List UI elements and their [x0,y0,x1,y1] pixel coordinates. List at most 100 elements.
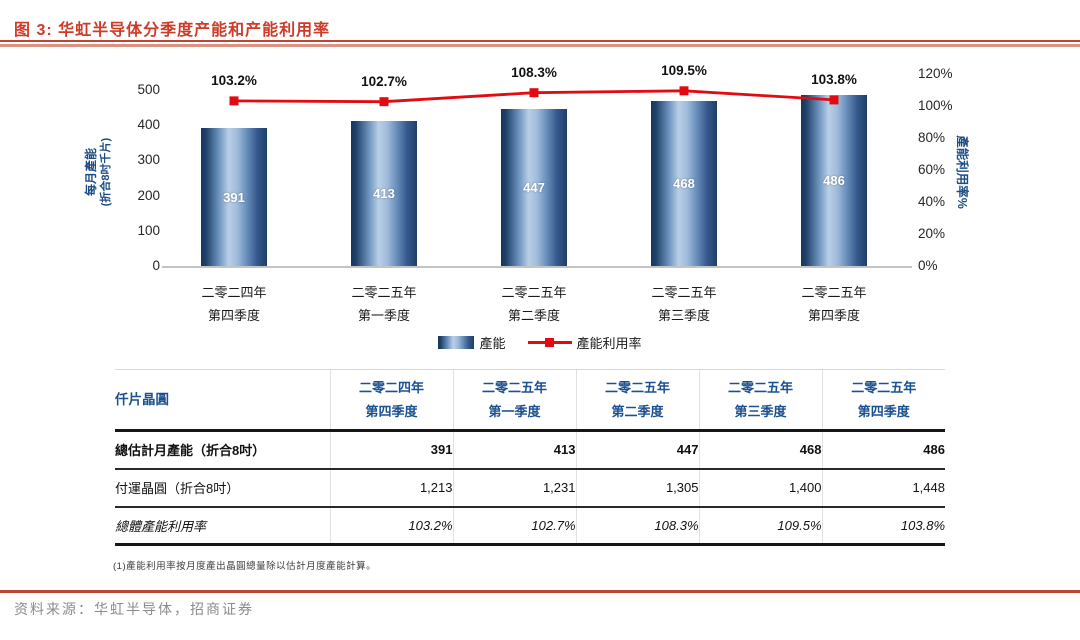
col-header-line1: 二零二五年 [604,379,670,395]
bar-value-label: 413 [373,185,395,201]
capacity-bar: 486 [801,94,867,266]
capacity-bar: 468 [651,101,717,266]
capacity-bar: 413 [351,120,417,266]
x-axis-label: 二零二五年 第一季度 [309,281,459,327]
table-cell: 413 [452,430,576,470]
table-cell: 1,213 [329,468,453,508]
table-cell: 1,448 [821,468,945,508]
line-data-label: 102.7% [361,73,407,89]
left-axis-title-line1: 每月產能 [84,148,98,197]
col-header-line1: 二零二五年 [481,379,547,395]
line-swatch-icon [527,338,572,347]
col-header-line2: 第三季度 [734,403,787,419]
bar-value-label: 391 [223,189,245,205]
x-axis-label-line: 二零二五年 [801,285,867,300]
bar-value-label: 468 [673,176,695,192]
col-header-line1: 二零二五年 [851,379,917,395]
col-header-line2: 第四季度 [365,403,418,419]
table-row-shipments: 付運晶圓（折合8吋） 1,213 1,231 1,305 1,400 1,448 [115,468,945,508]
col-header-line1: 二零二五年 [727,379,793,395]
table-row-capacity: 總估計月產能（折合8吋） 391 413 447 468 486 [115,430,945,470]
x-axis-label-line: 第四季度 [807,308,860,323]
col-header-line2: 第一季度 [488,403,541,419]
table-cell: 1,400 [698,468,822,508]
legend-line-label: 產能利用率 [576,336,642,351]
line-marker [529,88,539,98]
x-axis-label-line: 二零二五年 [351,285,417,300]
x-axis-label-line: 第四季度 [207,308,260,323]
table-cell: 108.3% [575,506,699,546]
table-header-row: 仟片晶圓 二零二四年第四季度 二零二五年第一季度 二零二五年第二季度 二零二五年… [115,369,945,432]
table-cell: 1,231 [452,468,576,508]
title-divider-top [0,40,1080,42]
table-cell: 447 [575,430,699,470]
x-axis-label: 二零二五年 第二季度 [459,281,609,327]
x-axis-label: 二零二五年 第四季度 [759,281,909,327]
x-axis-label-line: 二零二四年 [201,285,267,300]
table-col-header: 二零二五年 第四季度 [821,369,945,432]
data-table: 仟片晶圓 二零二四年第四季度 二零二五年第一季度 二零二五年第二季度 二零二五年… [115,369,945,546]
x-axis-label: 二零二五年 第三季度 [609,281,759,327]
table-col-header: 二零二五年 第一季度 [452,369,576,432]
row-label: 總體產能利用率 [115,506,330,546]
right-axis-tick: 0% [918,258,938,273]
table-cell: 391 [329,430,453,470]
x-axis-label-line: 第二季度 [507,308,560,323]
right-axis-tick: 60% [918,162,946,177]
line-marker [679,86,689,96]
left-axis-tick: 400 [137,117,160,133]
row-label: 付運晶圓（折合8吋） [115,468,330,508]
left-axis-tick: 0 [152,258,160,273]
chart-footnote: (1)產能利用率按月度產出晶圓總量除以估計月度產能計算。 [113,561,377,572]
line-marker [229,96,239,106]
table-col-header: 二零二四年 第四季度 [329,369,453,432]
table-cell: 103.8% [821,506,945,546]
line-marker [379,97,389,107]
right-axis-tick: 100% [918,98,953,113]
line-data-label: 103.2% [211,72,257,88]
table-cell: 102.7% [452,506,576,546]
col-header-line2: 第四季度 [857,403,910,419]
line-marker-icon [544,338,554,347]
x-axis-label-line: 二零二五年 [501,285,567,300]
right-axis-tick: 80% [918,130,946,145]
table-cell: 486 [821,430,945,470]
legend-item-utilization: 產能利用率 [527,333,642,352]
left-axis-tick: 100 [137,222,160,238]
table-cell: 103.2% [329,506,453,546]
x-axis-label-line: 第一季度 [357,308,410,323]
source-note: 资料来源：华虹半导体，招商证券 [14,603,254,618]
x-axis-label-line: 第三季度 [657,308,710,323]
legend-item-capacity: 產能 [438,333,506,352]
capacity-bar: 447 [501,108,567,266]
table-col-header: 二零二五年 第二季度 [575,369,699,432]
table-row-utilization: 總體產能利用率 103.2% 102.7% 108.3% 109.5% 103.… [115,506,945,546]
table-corner-label: 仟片晶圓 [115,369,330,432]
table-cell: 109.5% [698,506,822,546]
bar-value-label: 486 [823,172,845,188]
left-axis-tick: 200 [137,187,160,203]
figure-title: 图 3: 华虹半导体分季度产能和产能利用率 [14,22,331,39]
right-axis-tick: 40% [918,194,946,209]
title-divider-bottom [0,44,1080,47]
line-data-label: 103.8% [811,71,857,87]
capacity-bar: 391 [201,128,267,266]
table-cell: 468 [698,430,822,470]
table-col-header: 二零二五年 第三季度 [698,369,822,432]
line-data-label: 109.5% [661,62,707,78]
col-header-line1: 二零二四年 [358,379,424,395]
source-divider [0,590,1080,593]
x-axis-label: 二零二四年 第四季度 [159,281,309,327]
bar-value-label: 447 [523,179,545,195]
left-axis-tick: 500 [137,82,160,97]
chart-legend: 產能 產能利用率 [0,333,1080,352]
x-axis-label-line: 二零二五年 [651,285,717,300]
row-label: 總估計月產能（折合8吋） [115,430,330,470]
line-data-label: 108.3% [511,64,557,80]
right-axis-tick: 120% [918,66,953,81]
x-axis-line [162,266,912,268]
right-axis-tick: 20% [918,226,946,241]
col-header-line2: 第二季度 [611,403,664,419]
